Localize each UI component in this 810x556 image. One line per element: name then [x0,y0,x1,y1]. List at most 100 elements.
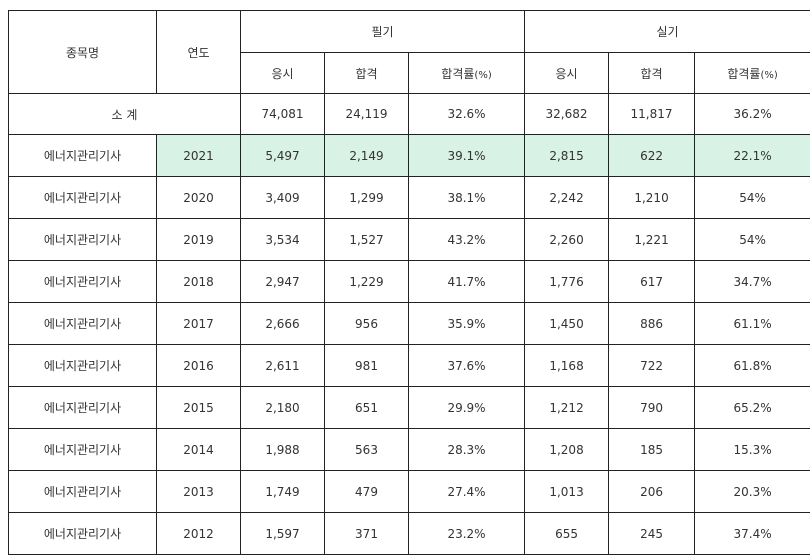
cell-year: 2021 [156,134,241,177]
cell-written-rate: 28.3% [407,428,526,471]
cell-written-passed: 956 [324,302,409,345]
cell-year: 2018 [156,260,241,303]
header-written: 필기 [239,10,526,53]
subtotal-row: 소 계 74,081 24,119 32.6% 32,682 11,817 36… [8,93,810,135]
header-written-passed: 합격 [324,52,409,94]
cell-year: 2015 [156,386,241,429]
cell-practical-passed: 617 [608,260,696,303]
table-row: 에너지관리기사 2013 1,749 479 27.4% 1,013 206 20.3% [8,470,810,513]
cell-written-passed: 1,527 [324,218,409,261]
cell-written-rate: 39.1% [407,134,526,177]
cell-practical-passed: 185 [608,428,696,471]
table-row: 에너지관리기사 2020 3,409 1,299 38.1% 2,242 1,210 54% [8,176,810,219]
cell-year: 2014 [156,428,241,471]
cell-item-name: 에너지관리기사 [8,386,157,429]
table-row: 에너지관리기사 2012 1,597 371 23.2% 655 245 37.4% [8,512,810,555]
header-practical-passed: 합격 [608,52,696,94]
cell-year: 2012 [156,512,241,555]
cell-written-passed: 563 [324,428,409,471]
table-row: 에너지관리기사 2014 1,988 563 28.3% 1,208 185 15.3% [8,428,810,471]
cell-written-passed: 1,229 [324,260,409,303]
cell-practical-applicants: 1,208 [524,428,610,471]
cell-written-applicants: 2,666 [240,302,325,345]
cell-practical-passed: 245 [608,512,696,555]
cell-item-name: 에너지관리기사 [8,344,157,387]
cell-item-name: 에너지관리기사 [8,176,157,219]
cell-practical-applicants: 655 [524,512,610,555]
cell-practical-rate: 22.1% [694,134,810,177]
cell-practical-applicants: 1,776 [524,260,610,303]
cell-practical-applicants: 2,260 [524,218,610,261]
cell-practical-passed: 1,221 [608,218,696,261]
cell-practical-passed: 790 [608,386,696,429]
cell-practical-applicants: 1,450 [524,302,610,345]
cell-year: 2019 [156,218,241,261]
cell-item-name: 에너지관리기사 [8,260,157,303]
cell-written-rate: 37.6% [407,344,526,387]
cell-practical-applicants: 2,815 [524,134,610,177]
cell-written-rate: 29.9% [407,386,526,429]
cell-written-rate: 27.4% [407,470,526,513]
subtotal-written-rate: 32.6% [407,93,526,135]
cell-written-passed: 371 [324,512,409,555]
cell-practical-passed: 1,210 [608,176,696,219]
header-row-top: 종목명 연도 필기 실기 [8,10,810,94]
header-practical-applicants: 응시 [524,52,610,94]
subtotal-practical-applicants: 32,682 [524,93,610,135]
cell-practical-rate: 61.8% [694,344,810,387]
table-row: 에너지관리기사 2021 5,497 2,149 39.1% 2,815 622 22.1% [8,134,810,177]
cell-practical-applicants: 1,013 [524,470,610,513]
cell-written-applicants: 3,534 [240,218,325,261]
cell-written-applicants: 3,409 [240,176,325,219]
cell-practical-rate: 65.2% [694,386,810,429]
cell-practical-rate: 15.3% [694,428,810,471]
subtotal-written-applicants: 74,081 [240,93,325,135]
table-row: 에너지관리기사 2018 2,947 1,229 41.7% 1,776 617 34.7% [8,260,810,303]
cell-practical-applicants: 2,242 [524,176,610,219]
cell-item-name: 에너지관리기사 [8,134,157,177]
cell-written-passed: 1,299 [324,176,409,219]
cell-written-rate: 38.1% [407,176,526,219]
rate-label: 합격률 [441,66,475,81]
cell-item-name: 에너지관리기사 [8,512,157,555]
cell-practical-rate: 20.3% [694,470,810,513]
rate-unit: (%) [760,69,778,81]
subtotal-written-passed: 24,119 [324,93,409,135]
cell-item-name: 에너지관리기사 [8,428,157,471]
cell-written-rate: 41.7% [407,260,526,303]
subtotal-practical-rate: 36.2% [694,93,810,135]
cell-item-name: 에너지관리기사 [8,302,157,345]
cell-written-applicants: 1,597 [240,512,325,555]
table-row: 에너지관리기사 2019 3,534 1,527 43.2% 2,260 1,221 54% [8,218,810,261]
cell-practical-rate: 61.1% [694,302,810,345]
cell-written-applicants: 2,611 [240,344,325,387]
cell-year: 2020 [156,176,241,219]
cell-practical-applicants: 1,168 [524,344,610,387]
cell-written-applicants: 2,947 [240,260,325,303]
cell-written-applicants: 2,180 [240,386,325,429]
subtotal-label: 소 계 [8,93,241,135]
cell-practical-rate: 54% [694,218,810,261]
subtotal-practical-passed: 11,817 [608,93,696,135]
cell-practical-passed: 622 [608,134,696,177]
cell-written-applicants: 1,988 [240,428,325,471]
cell-written-passed: 2,149 [324,134,409,177]
cell-practical-passed: 886 [608,302,696,345]
pass-rate-table: 종목명 연도 필기 실기 응시 합격 합격률(%) 응시 합격 합격률(%) 소… [8,10,810,555]
cell-written-rate: 43.2% [407,218,526,261]
cell-year: 2017 [156,302,241,345]
table-row: 에너지관리기사 2015 2,180 651 29.9% 1,212 790 65.2% [8,386,810,429]
cell-practical-rate: 34.7% [694,260,810,303]
cell-practical-rate: 54% [694,176,810,219]
rate-unit: (%) [474,69,492,81]
header-year: 연도 [156,10,241,94]
cell-practical-rate: 37.4% [694,512,810,555]
cell-item-name: 에너지관리기사 [8,218,157,261]
cell-practical-applicants: 1,212 [524,386,610,429]
header-practical: 실기 [524,10,810,53]
cell-written-passed: 651 [324,386,409,429]
cell-written-rate: 23.2% [407,512,526,555]
cell-written-passed: 479 [324,470,409,513]
rate-label: 합격률 [727,66,761,81]
header-item: 종목명 [8,10,157,94]
